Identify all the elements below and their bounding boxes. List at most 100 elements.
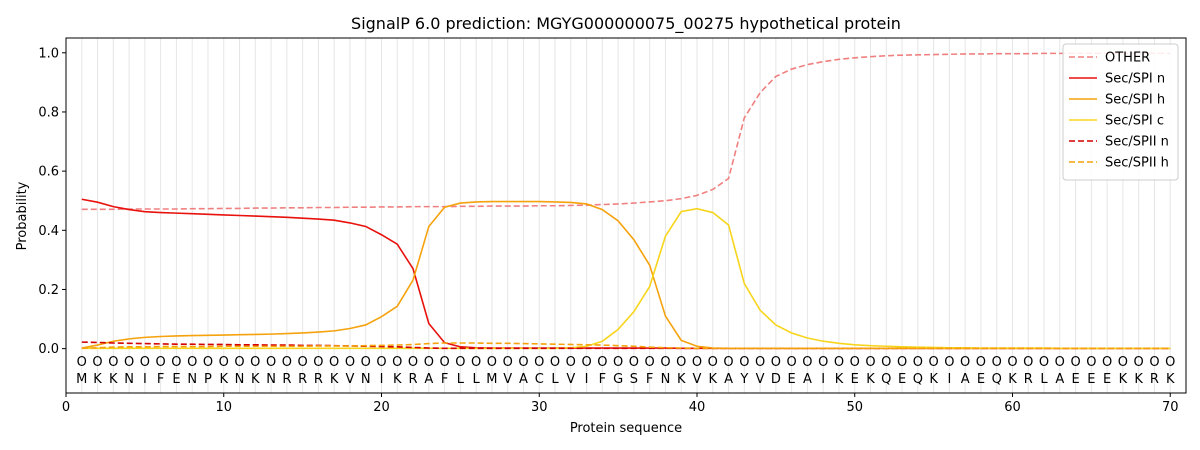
series-line-sec-spii-n [81, 341, 1171, 350]
residue-letter: I [585, 372, 589, 387]
residue-label-marker: O [897, 355, 907, 370]
residue-label-marker: O [376, 355, 386, 370]
residue-letter: K [708, 372, 717, 387]
residue-letter: N [187, 372, 197, 387]
residue-label-marker: O [329, 355, 339, 370]
residue-letter: S [630, 372, 638, 387]
residue-letter: I [947, 372, 951, 387]
residue-label-marker: O [1165, 355, 1175, 370]
residue-label-marker: O [1149, 355, 1159, 370]
residue-label-marker: O [771, 355, 781, 370]
residue-label-marker: O [455, 355, 465, 370]
residue-letter: L [457, 372, 465, 387]
residue-letter: E [851, 372, 859, 387]
residue-letter: C [535, 372, 544, 387]
residue-letter: K [330, 372, 339, 387]
residue-letter: Q [913, 372, 923, 387]
x-tick-label: 0 [62, 400, 70, 415]
residue-letter: N [361, 372, 371, 387]
residue-letter: E [172, 372, 180, 387]
residue-label-marker: O [1134, 355, 1144, 370]
x-tick-label: 60 [1004, 400, 1021, 415]
residue-letter: A [424, 372, 433, 387]
y-tick-label: 0.4 [38, 224, 59, 239]
residue-label-marker: O [613, 355, 623, 370]
residue-letter: V [503, 372, 512, 387]
residue-label-marker: O [708, 355, 718, 370]
residue-label-marker: O [1070, 355, 1080, 370]
residue-label-marker: O [944, 355, 954, 370]
residue-letter: D [771, 372, 781, 387]
series-line-sec-spi-c [81, 207, 1171, 350]
residue-label-marker: O [266, 355, 276, 370]
chart-title: SignalP 6.0 prediction: MGYG000000075_00… [351, 14, 901, 34]
residue-letter: R [298, 372, 307, 387]
residue-letter: K [1119, 372, 1128, 387]
residue-letter: F [157, 372, 164, 387]
residue-letter: E [1071, 372, 1079, 387]
residue-letter: L [473, 372, 481, 387]
x-tick-label: 10 [215, 400, 232, 415]
residue-letter: A [1055, 372, 1064, 387]
residue-letter: K [1166, 372, 1175, 387]
residue-label-marker: O [234, 355, 244, 370]
residue-letter: F [599, 372, 606, 387]
residue-letter: Y [739, 372, 748, 387]
residue-letter: K [1008, 372, 1017, 387]
residue-label-marker: O [534, 355, 544, 370]
residue-letter: E [898, 372, 906, 387]
residue-label-marker: O [518, 355, 528, 370]
x-tick-label: 70 [1162, 400, 1179, 415]
residue-label-marker: O [566, 355, 576, 370]
residue-label-marker: O [140, 355, 150, 370]
residue-label-marker: O [645, 355, 655, 370]
residue-letter: I [143, 372, 147, 387]
residue-letter: K [677, 372, 686, 387]
residue-label-marker: O [865, 355, 875, 370]
residue-label-marker: O [503, 355, 513, 370]
residue-letter: M [486, 372, 497, 387]
residue-letter: A [724, 372, 733, 387]
residue-letter: L [551, 372, 559, 387]
residue-label-marker: O [471, 355, 481, 370]
residue-letter: F [646, 372, 653, 387]
series-line-sec-spi-h [81, 200, 1171, 350]
residue-label-marker: O [187, 355, 197, 370]
residue-letter: F [441, 372, 448, 387]
residue-letter: A [803, 372, 812, 387]
residue-letter: K [1134, 372, 1143, 387]
residue-label-marker: O [203, 355, 213, 370]
residue-label-marker: O [108, 355, 118, 370]
residue-label-marker: O [1118, 355, 1128, 370]
residue-letter: R [314, 372, 323, 387]
residue-label-marker: O [439, 355, 449, 370]
residue-label-marker: O [581, 355, 591, 370]
residue-letter: I [380, 372, 384, 387]
series-line-sec-spii-h [81, 342, 1171, 350]
residue-label-marker: O [660, 355, 670, 370]
residue-label-marker: O [282, 355, 292, 370]
residue-letter: R [1024, 372, 1033, 387]
legend-label: Sec/SPI h [1105, 93, 1165, 108]
residue-letter: A [519, 372, 528, 387]
residue-label-marker: O [818, 355, 828, 370]
residue-label-marker: O [787, 355, 797, 370]
residue-label-marker: O [171, 355, 181, 370]
residue-label-marker: O [313, 355, 323, 370]
residue-letter: N [235, 372, 245, 387]
plot-frame [65, 37, 1187, 394]
x-axis-label: Protein sequence [570, 421, 682, 436]
residue-label-marker: O [629, 355, 639, 370]
residue-letter: K [109, 372, 118, 387]
residue-letter: R [409, 372, 418, 387]
residue-label-marker: O [992, 355, 1002, 370]
residue-letter: K [219, 372, 228, 387]
residue-label-marker: O [850, 355, 860, 370]
residue-label-marker: O [723, 355, 733, 370]
residue-letter: I [821, 372, 825, 387]
residue-letter: K [93, 372, 102, 387]
y-axis-label: Probability [15, 181, 30, 250]
y-tick-label: 0.2 [38, 283, 59, 298]
residue-letter: N [266, 372, 276, 387]
